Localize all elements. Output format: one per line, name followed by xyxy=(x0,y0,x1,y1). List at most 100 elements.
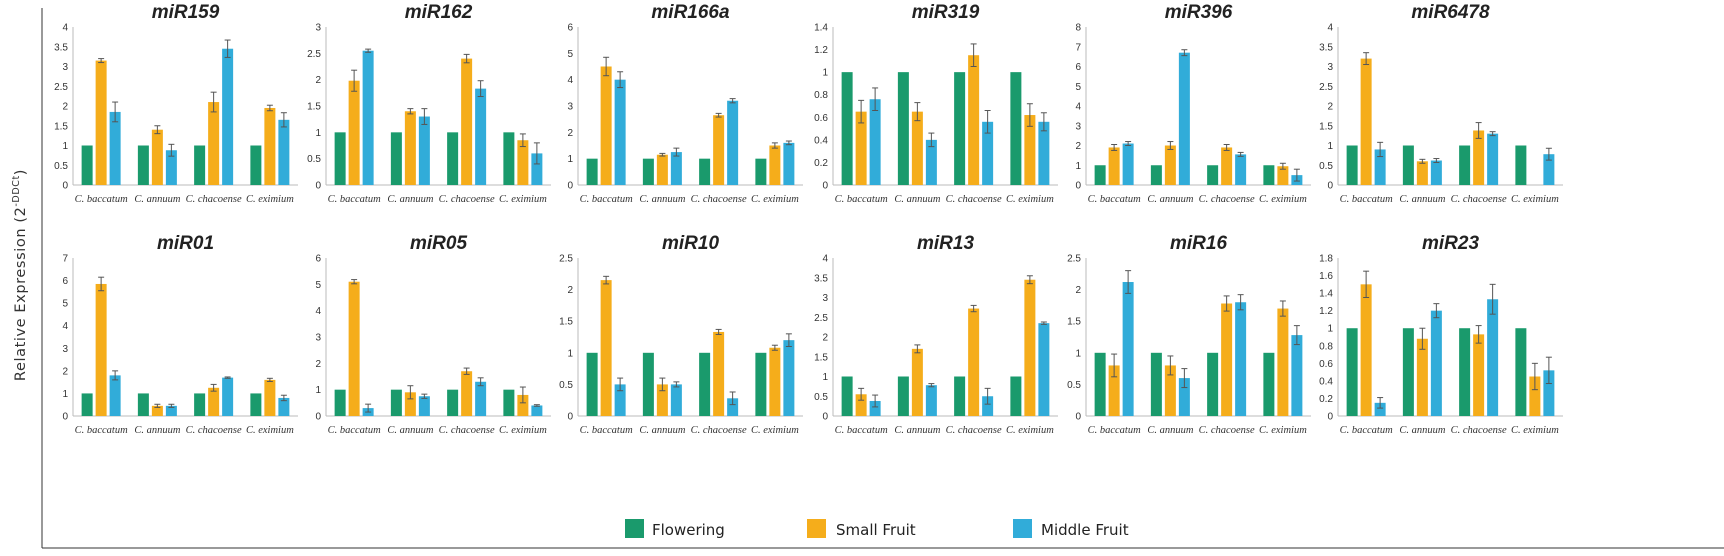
mir16-error-bar-c-eximium-middle-fruit xyxy=(1293,325,1300,346)
mir23-bar-c-eximium-flowering xyxy=(1515,328,1527,416)
mir13-bar-c-chacoense-flowering xyxy=(954,376,966,416)
mir10-bar-c-baccatum-flowering xyxy=(586,352,598,416)
mir319-error-bar-c-chacoense-middle-fruit xyxy=(984,110,991,134)
mir319-bar-c-eximium-flowering xyxy=(1010,72,1022,185)
mir159-error-bar-c-baccatum-small-fruit xyxy=(98,58,105,64)
mir05-bar-c-baccatum-small-fruit xyxy=(348,281,360,416)
mir01-category-label: C. annuum xyxy=(134,425,181,436)
mir159-bar-c-eximium-middle-fruit xyxy=(278,119,290,185)
mir162-y-tick-label: 2.5 xyxy=(307,49,321,60)
mir396-y-tick-label: 0 xyxy=(1075,181,1081,192)
mir396-bar-c-chacoense-middle-fruit xyxy=(1235,154,1247,185)
mir01-bar-c-chacoense-middle-fruit xyxy=(222,377,234,416)
mir396-y-tick-label: 3 xyxy=(1075,121,1081,132)
y-axis-label: Relative Expression (2-DDCt) xyxy=(11,169,29,381)
mir159-bar-c-chacoense-flowering xyxy=(194,145,206,185)
mir23-error-bar-c-baccatum-small-fruit xyxy=(1363,270,1370,298)
mir6478-category-label: C. annuum xyxy=(1399,194,1446,205)
mir23-y-tick-label: 1 xyxy=(1327,324,1333,335)
legend-label-flowering: Flowering xyxy=(652,521,725,539)
mir16-category-label: C. baccatum xyxy=(1088,425,1141,436)
mir10-y-tick-label: 0.5 xyxy=(559,380,573,391)
mir13-title: miR13 xyxy=(917,233,974,254)
mir13-y-tick-label: 1 xyxy=(822,372,828,383)
mir166a-y-tick-label: 0 xyxy=(567,181,573,192)
mir13-bar-c-eximium-small-fruit xyxy=(1024,279,1036,416)
mir162-error-bar-c-eximium-small-fruit xyxy=(519,133,526,148)
mir396-error-bar-c-annuum-small-fruit xyxy=(1167,141,1174,150)
mir162-bar-c-annuum-small-fruit xyxy=(404,111,416,185)
mir01-error-bar-c-annuum-small-fruit xyxy=(154,403,161,408)
panel-mir01: miR01 0 1 2 3 4 5 6 7 C. baccatum C. annuum C. chac… xyxy=(62,233,298,436)
mir01-bar-c-baccatum-middle-fruit xyxy=(109,375,121,416)
mir159-y-tick-label: 1.5 xyxy=(54,121,68,132)
mir6478-bar-c-baccatum-flowering xyxy=(1346,145,1358,185)
mir05-bar-c-eximium-small-fruit xyxy=(517,394,529,416)
mir159-y-tick-label: 4 xyxy=(62,23,68,34)
panel-mir396: miR396 0 1 2 3 4 5 6 7 8 C. baccatum C. annuum C. ch… xyxy=(1075,2,1311,205)
mir23-bar-c-chacoense-middle-fruit xyxy=(1487,299,1499,416)
mir23-bar-c-baccatum-flowering xyxy=(1346,328,1358,416)
mir01-error-bar-c-annuum-middle-fruit xyxy=(168,403,175,408)
mir16-bar-c-baccatum-flowering xyxy=(1094,352,1106,416)
mir396-bar-c-annuum-flowering xyxy=(1150,165,1162,185)
mir01-y-tick-label: 4 xyxy=(62,321,68,332)
mir01-error-bar-c-baccatum-small-fruit xyxy=(98,276,105,292)
mir23-bar-c-baccatum-small-fruit xyxy=(1360,284,1372,416)
mir10-error-bar-c-chacoense-small-fruit xyxy=(715,328,722,335)
mir16-title: miR16 xyxy=(1170,233,1227,254)
mir166a-error-bar-c-baccatum-small-fruit xyxy=(603,56,610,77)
mir159-bar-c-annuum-middle-fruit xyxy=(165,150,177,185)
mir162-bar-c-chacoense-middle-fruit xyxy=(475,88,487,185)
mir10-category-label: C. annuum xyxy=(639,425,686,436)
mir166a-bar-c-chacoense-flowering xyxy=(699,158,711,185)
mir319-error-bar-c-chacoense-small-fruit xyxy=(970,43,977,67)
mir10-bar-c-eximium-flowering xyxy=(755,352,767,416)
mir6478-bar-c-chacoense-flowering xyxy=(1459,145,1471,185)
mir13-error-bar-c-eximium-middle-fruit xyxy=(1040,321,1047,325)
mir319-error-bar-c-eximium-middle-fruit xyxy=(1040,112,1047,132)
mir6478-bar-c-chacoense-small-fruit xyxy=(1473,130,1485,185)
mir159-y-tick-label: 2.5 xyxy=(54,82,68,93)
mir23-y-tick-label: 0 xyxy=(1327,412,1333,423)
mir319-bar-c-annuum-middle-fruit xyxy=(925,139,937,185)
mir159-error-bar-c-annuum-middle-fruit xyxy=(168,143,175,157)
mir10-error-bar-c-eximium-small-fruit xyxy=(771,344,778,351)
mir319-category-label: C. chacoense xyxy=(946,194,1002,205)
panel-mir13: miR13 0 0.5 1 1.5 2 2.5 3 3.5 4 C. baccatum C. annu… xyxy=(814,233,1058,436)
mir13-bar-c-baccatum-flowering xyxy=(841,376,853,416)
mir166a-bar-c-eximium-small-fruit xyxy=(769,145,781,185)
mir166a-bar-c-annuum-small-fruit xyxy=(656,154,668,185)
mir396-category-label: C. baccatum xyxy=(1088,194,1141,205)
legend-label-middle-fruit: Middle Fruit xyxy=(1041,521,1129,539)
mir159-y-tick-label: 3 xyxy=(62,62,68,73)
mir01-title: miR01 xyxy=(157,233,214,254)
mir162-bar-c-baccatum-middle-fruit xyxy=(362,50,374,186)
panel-mir162: miR162 0 0.5 1 1.5 2 2.5 3 C. baccatum C. annuum C… xyxy=(307,2,551,205)
mir16-bar-c-chacoense-small-fruit xyxy=(1221,303,1233,416)
mir159-y-tick-label: 1 xyxy=(62,141,68,152)
mir16-y-tick-label: 1.5 xyxy=(1067,317,1081,328)
mir01-bar-c-eximium-small-fruit xyxy=(264,379,276,416)
mir6478-y-tick-label: 4 xyxy=(1327,23,1333,34)
mir159-bar-c-annuum-small-fruit xyxy=(151,129,163,185)
mir319-category-label: C. eximium xyxy=(1006,194,1054,205)
mir162-error-bar-c-annuum-middle-fruit xyxy=(421,108,428,125)
mir6478-title: miR6478 xyxy=(1411,2,1490,23)
mir319-title: miR319 xyxy=(912,2,980,23)
mir396-bar-c-eximium-small-fruit xyxy=(1277,166,1289,185)
mir01-y-tick-label: 3 xyxy=(62,344,68,355)
mir01-error-bar-c-eximium-small-fruit xyxy=(266,377,273,382)
mir05-category-label: C. chacoense xyxy=(439,425,495,436)
mir16-bar-c-annuum-middle-fruit xyxy=(1178,378,1190,416)
mir01-y-tick-label: 5 xyxy=(62,299,68,310)
mir396-title: miR396 xyxy=(1165,2,1233,23)
mir166a-error-bar-c-baccatum-middle-fruit xyxy=(617,71,624,89)
mir16-bar-c-eximium-small-fruit xyxy=(1277,308,1289,416)
mir166a-bar-c-eximium-flowering xyxy=(755,158,767,185)
mir23-bar-c-chacoense-small-fruit xyxy=(1473,334,1485,416)
mir319-bar-c-eximium-small-fruit xyxy=(1024,115,1036,185)
mir10-bar-c-annuum-flowering xyxy=(642,352,654,416)
mir10-bar-c-baccatum-small-fruit xyxy=(600,280,612,416)
